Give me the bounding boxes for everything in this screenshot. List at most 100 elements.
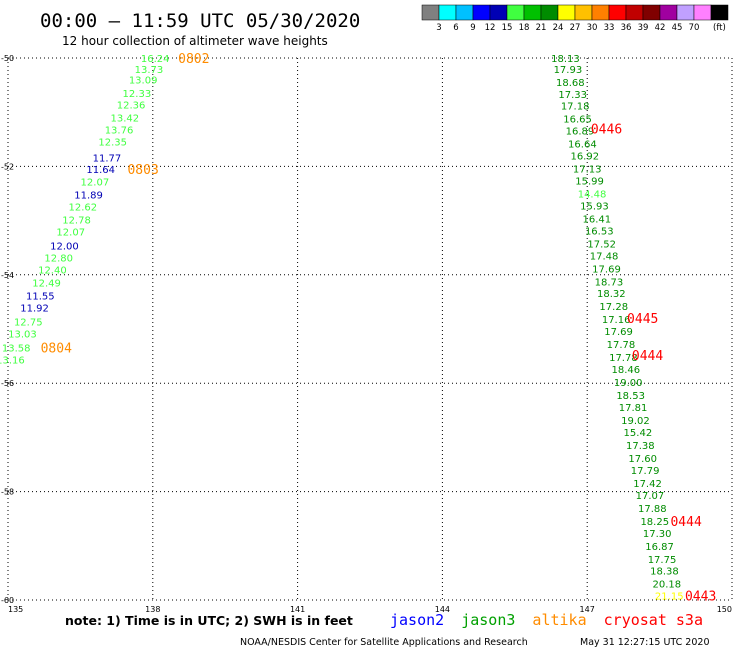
colorbar-label: 36 (621, 23, 632, 33)
x-tick-label: 147 (580, 605, 595, 614)
wave-height-label: 18.68 (556, 78, 585, 89)
wave-height-label: 12.49 (32, 278, 61, 289)
colorbar-label: 45 (672, 23, 683, 33)
pass-time-label: 0443 (685, 590, 716, 605)
colorbar-label: 27 (570, 23, 581, 33)
wave-height-label: 17.30 (643, 529, 672, 540)
pass-time-label: 0446 (591, 122, 622, 137)
wave-height-label: 20.18 (653, 580, 682, 591)
colorbar-swatch (608, 4, 627, 21)
wave-height-label: 13.03 (8, 329, 37, 340)
x-tick-label: 150 (717, 605, 732, 614)
wave-height-label: 18.38 (650, 567, 679, 578)
wave-height-label: 17.81 (619, 403, 648, 414)
legend-cryosat: cryosat (595, 611, 667, 629)
colorbar-swatch (506, 4, 525, 21)
pass-time-label: 0444 (670, 515, 701, 530)
colorbar-unit: (ft) (713, 23, 726, 33)
colorbar-label: 3 (436, 23, 441, 33)
wave-height-label: 16.65 (563, 115, 592, 126)
colorbar-swatch (540, 4, 559, 21)
wave-height-label: 12.40 (38, 265, 67, 276)
wave-height-label: 18.46 (611, 365, 640, 376)
wave-height-label: 19.00 (614, 378, 643, 389)
wave-height-label: 12.78 (62, 216, 91, 227)
wave-height-label: 12.62 (68, 203, 97, 214)
wave-height-label: 17.60 (628, 454, 657, 465)
x-tick-label: 138 (145, 605, 160, 614)
wave-height-label: 12.33 (123, 89, 152, 100)
footer-note: note: 1) Time is in UTC; 2) SWH is in fe… (65, 613, 353, 628)
wave-height-label: 17.79 (631, 466, 660, 477)
colorbar-label: 21 (536, 23, 547, 33)
legend-jason2: jason2 (390, 611, 444, 629)
y-tick-label: -56 (1, 379, 14, 388)
colorbar-swatch (591, 4, 610, 21)
wave-height-label: 15.93 (580, 201, 609, 212)
y-tick-label: -52 (1, 162, 14, 171)
colorbar-swatch (557, 4, 576, 21)
wave-height-label: 11.64 (86, 165, 115, 176)
wave-height-label: 12.35 (98, 137, 127, 148)
colorbar-swatch (489, 4, 508, 21)
colorbar-swatch (574, 4, 593, 21)
wave-height-label: 15.42 (624, 428, 653, 439)
wave-height-label: 17.16 (602, 315, 631, 326)
wave-height-label: 13.42 (110, 114, 139, 125)
wave-height-label: 17.69 (592, 264, 621, 275)
wave-height-label: 13.73 (135, 65, 164, 76)
x-tick-label: 144 (435, 605, 450, 614)
wave-height-label: 17.78 (609, 353, 638, 364)
colorbar: 3 6 9 12 15 18 21 24 27 30 33 36 39 42 45 70 (ft) (421, 4, 729, 33)
wave-height-label: 17.38 (626, 441, 655, 452)
wave-height-label: 17.07 (636, 491, 665, 502)
colorbar-label: 12 (485, 23, 496, 33)
credit-line: NOAA/NESDIS Center for Satellite Applica… (240, 637, 528, 648)
wave-height-label: 17.18 (561, 102, 590, 113)
wave-height-label: 18.25 (640, 517, 669, 528)
y-tick-label: -54 (1, 271, 14, 280)
colorbar-label: 42 (655, 23, 666, 33)
wave-height-label: 16.53 (585, 226, 614, 237)
wave-height-label: 12.80 (44, 253, 73, 264)
wave-height-label: 11.55 (26, 291, 55, 302)
colorbar-label: 30 (587, 23, 598, 33)
wave-height-label: 11.77 (93, 154, 122, 165)
wave-height-label: 17.33 (558, 90, 587, 101)
colorbar-swatch (659, 4, 678, 21)
legend-jason3: jason3 (452, 611, 515, 629)
colorbar-label: 70 (689, 23, 700, 33)
colorbar-swatch (693, 4, 712, 21)
wave-height-label: 18.13 (551, 54, 580, 65)
y-tick-labels: -50 -52 -54 -56 -58 -60 (1, 54, 14, 605)
wave-height-label: 16.89 (566, 127, 595, 138)
pass-time-label: 0802 (178, 52, 209, 67)
colorbar-label: 18 (519, 23, 530, 33)
legend-altika: altika (523, 611, 586, 629)
legend-s3a: s3a (667, 611, 703, 629)
y-tick-label: -50 (1, 54, 14, 63)
colorbar-label: 9 (470, 23, 475, 33)
wave-height-label: 14.48 (578, 190, 607, 201)
wave-height-label: 12.36 (117, 101, 146, 112)
colorbar-label: 39 (638, 23, 649, 33)
colorbar-swatch (455, 4, 474, 21)
satellite-legend: jason2 jason3 altika cryosat s3a (390, 611, 703, 629)
wave-height-label: 16.41 (583, 214, 612, 225)
colorbar-swatch (421, 4, 440, 21)
wave-height-label: 18.53 (616, 391, 645, 402)
wave-height-label: 13.16 (0, 355, 25, 366)
wave-height-label: 21.15 (655, 592, 684, 603)
wave-height-label: 17.78 (607, 340, 636, 351)
wave-height-label: 17.88 (638, 504, 667, 515)
pass-time-annotations: 0802 0803 0804 0446 0445 0444 0444 0443 (41, 52, 717, 605)
chart-subtitle: 12 hour collection of altimeter wave hei… (62, 34, 328, 48)
colorbar-label: 33 (604, 23, 615, 33)
y-tick-label: -58 (1, 488, 14, 497)
wave-height-label: 17.48 (590, 251, 619, 262)
generated-timestamp: May 31 12:27:15 UTC 2020 (580, 637, 709, 648)
wave-height-label: 19.02 (621, 416, 650, 427)
